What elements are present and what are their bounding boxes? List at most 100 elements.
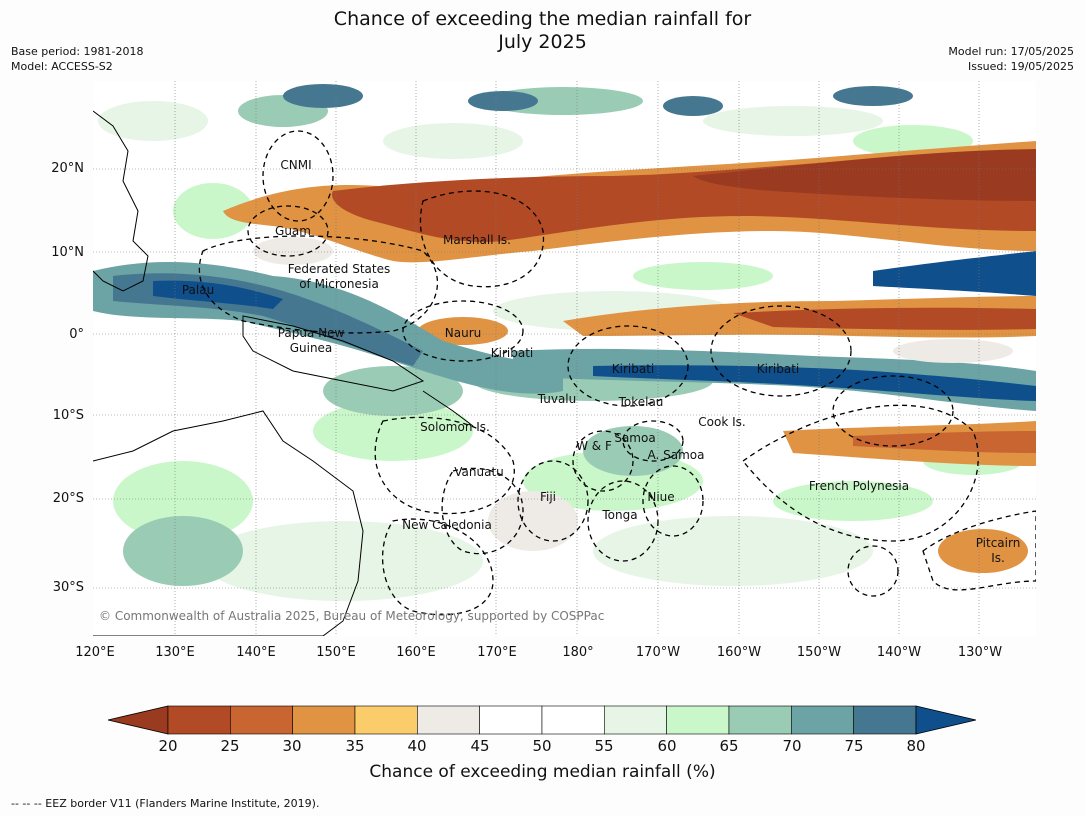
colorbar-extend-high xyxy=(915,705,977,735)
dry-patch-pitcairn xyxy=(938,529,1028,573)
colorbar-tick: 60 xyxy=(657,737,677,755)
place-label: W & F xyxy=(576,439,612,453)
place-label: Nauru xyxy=(444,326,482,340)
place-label: Federated States xyxy=(287,262,391,276)
meta-left: Base period: 1981-2018 Model: ACCESS-S2 xyxy=(11,44,143,74)
place-label: Papua New xyxy=(277,326,345,340)
map-canvas xyxy=(93,81,1036,636)
colorbar-swatch xyxy=(354,705,418,735)
colorbar-swatch xyxy=(167,705,231,735)
colorbar-swatch xyxy=(790,705,854,735)
lat-label: 20°N xyxy=(51,161,84,176)
colorbar-tick: 65 xyxy=(719,737,739,755)
colorbar-swatch xyxy=(853,705,917,735)
place-label: of Micronesia xyxy=(299,277,379,291)
colorbar-swatch xyxy=(479,705,543,735)
colorbar-swatch xyxy=(541,705,605,735)
speckle-light-green xyxy=(98,101,883,601)
colorbar-tick: 20 xyxy=(158,737,178,755)
lon-label: 150°W xyxy=(796,645,842,660)
base-period: Base period: 1981-2018 xyxy=(11,45,144,58)
issued-date: Issued: 19/05/2025 xyxy=(967,60,1074,73)
lon-label: 180° xyxy=(562,645,594,660)
colorbar-swatch xyxy=(728,705,792,735)
colorbar-swatch xyxy=(417,705,480,735)
colorbar-tick: 35 xyxy=(345,737,365,755)
meta-right: Model run: 17/05/2025 Issued: 19/05/2025 xyxy=(948,44,1074,74)
wet-band-northeast xyxy=(873,251,1036,296)
colorbar-swatch xyxy=(604,705,667,735)
place-label: Tuvalu xyxy=(537,392,577,406)
place-label: Guinea xyxy=(289,341,333,355)
place-label: Palau xyxy=(181,283,215,297)
colorbar-extend-low xyxy=(107,705,169,735)
rainfall-map: CNMI Guam Marshall Is. Federated States … xyxy=(93,81,1036,636)
colorbar-swatch xyxy=(292,705,356,735)
colorbar-tick: 50 xyxy=(532,737,552,755)
colorbar-title: Chance of exceeding median rainfall (%) xyxy=(369,762,716,782)
neutral-patches xyxy=(253,237,1013,551)
place-label: Is. xyxy=(991,551,1005,565)
lon-label: 120°E xyxy=(75,645,115,660)
colorbar-tick: 25 xyxy=(220,737,240,755)
lon-label: 170°W xyxy=(635,645,681,660)
colorbar-swatch xyxy=(666,705,730,735)
lon-label: 160°E xyxy=(396,645,436,660)
place-label: Marshall Is. xyxy=(443,233,511,247)
title-line-1: Chance of exceeding the median rainfall … xyxy=(333,8,752,30)
place-label: Cook Is. xyxy=(698,415,746,429)
colorbar-tick: 75 xyxy=(844,737,864,755)
colorbar xyxy=(107,705,977,735)
colorbar-tick: 55 xyxy=(594,737,614,755)
place-label: Kiribati xyxy=(756,362,800,376)
lat-label: 10°S xyxy=(52,408,84,423)
coastlines xyxy=(93,110,474,636)
lat-label: 20°S xyxy=(52,491,84,506)
model-run: Model run: 17/05/2025 xyxy=(948,45,1074,58)
place-label: Guam xyxy=(275,224,311,238)
place-label: Vanuatu xyxy=(454,465,504,479)
place-label: New Caledonia xyxy=(402,518,492,532)
lat-label: 30°S xyxy=(52,580,84,595)
place-label: CNMI xyxy=(280,158,312,172)
lon-label: 170°E xyxy=(477,645,517,660)
place-label: Solomon Is. xyxy=(420,420,490,434)
colorbar-swatch xyxy=(230,705,293,735)
lat-label: 0° xyxy=(69,327,84,342)
eez-footnote: -- -- -- EEZ border V11 (Flanders Marine… xyxy=(11,797,320,810)
lat-label: 10°N xyxy=(51,245,84,260)
place-label: Kiribati xyxy=(490,346,534,360)
lon-label: 160°W xyxy=(716,645,762,660)
model-name: Model: ACCESS-S2 xyxy=(11,60,113,73)
dry-band-equator-core xyxy=(733,307,1036,330)
dry-patch-nauru xyxy=(418,317,508,345)
colorbar-tick: 45 xyxy=(470,737,490,755)
colorbar-tick: 70 xyxy=(782,737,802,755)
lon-label: 150°E xyxy=(316,645,356,660)
graticule xyxy=(93,81,1036,636)
place-label: A. Samoa xyxy=(647,448,705,462)
lon-label: 130°W xyxy=(957,645,1003,660)
place-label: Pitcairn xyxy=(975,536,1021,550)
wet-band-central-core xyxy=(593,365,1036,401)
copyright-notice: © Commonwealth of Australia 2025, Bureau… xyxy=(99,609,605,623)
place-label: Tokelau xyxy=(618,395,664,409)
lon-label: 130°E xyxy=(155,645,195,660)
dry-band-north-darkest xyxy=(693,149,1036,201)
wet-band-west-darkest xyxy=(153,280,283,309)
map-title: Chance of exceeding the median rainfall … xyxy=(0,8,1085,54)
lon-label: 140°E xyxy=(236,645,276,660)
place-label: French Polynesia xyxy=(808,479,910,493)
place-label: Niue xyxy=(647,490,675,504)
place-label: Samoa xyxy=(614,431,656,445)
colorbar-tick: 30 xyxy=(282,737,302,755)
place-label: Kiribati xyxy=(611,362,655,376)
eez-borders xyxy=(198,130,1036,616)
colorbar-tick: 40 xyxy=(407,737,427,755)
speckle-blue xyxy=(283,84,913,116)
place-label: Fiji xyxy=(539,490,557,504)
colorbar-tick: 80 xyxy=(906,737,926,755)
place-label: Tonga xyxy=(602,508,638,522)
title-line-2: July 2025 xyxy=(498,31,587,53)
colorbar-swatches xyxy=(107,705,977,735)
